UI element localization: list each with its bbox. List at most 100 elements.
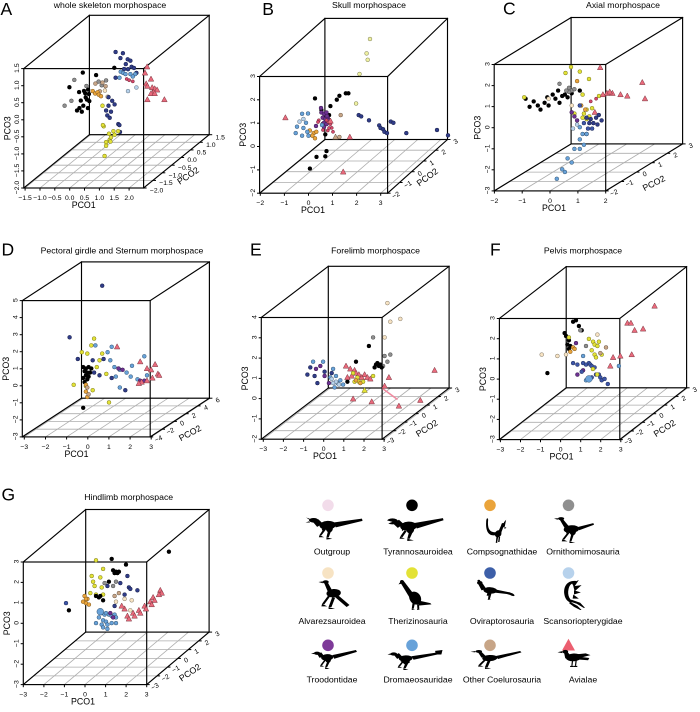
- svg-text:F: F: [490, 240, 501, 260]
- svg-text:Outgroup: Outgroup: [314, 547, 350, 557]
- svg-text:0: 0: [252, 396, 259, 400]
- svg-text:−2: −2: [397, 428, 407, 438]
- svg-text:1: 1: [104, 692, 108, 699]
- svg-text:−1: −1: [252, 414, 259, 422]
- svg-text:0: 0: [307, 200, 311, 207]
- svg-text:3: 3: [379, 200, 383, 207]
- svg-text:3: 3: [619, 447, 623, 454]
- svg-text:0: 0: [485, 125, 492, 129]
- svg-text:−1: −1: [281, 200, 289, 207]
- svg-text:Dromaeosauridae: Dromaeosauridae: [383, 675, 452, 685]
- svg-text:−1: −1: [250, 165, 257, 173]
- svg-text:0.0: 0.0: [65, 195, 75, 202]
- svg-text:Hindlimb morphospace: Hindlimb morphospace: [84, 492, 173, 502]
- svg-text:−1: −1: [13, 398, 20, 406]
- svg-text:1: 1: [342, 446, 346, 453]
- svg-text:3: 3: [688, 142, 694, 150]
- svg-text:1: 1: [490, 356, 497, 360]
- svg-text:−1: −1: [490, 395, 497, 403]
- svg-text:−2: −2: [252, 435, 259, 443]
- svg-text:2: 2: [362, 446, 366, 453]
- svg-text:−1: −1: [646, 420, 656, 430]
- svg-text:0.0: 0.0: [187, 157, 197, 164]
- svg-text:−2.0: −2.0: [150, 188, 164, 195]
- svg-text:0: 0: [548, 198, 552, 205]
- svg-text:2: 2: [13, 349, 20, 353]
- svg-text:−2: −2: [491, 198, 499, 205]
- svg-text:Ornithomimosauria: Ornithomimosauria: [546, 547, 620, 557]
- svg-text:0: 0: [417, 170, 424, 178]
- svg-text:PCO1: PCO1: [301, 205, 325, 215]
- svg-text:1.5: 1.5: [109, 195, 119, 202]
- svg-text:Compsognathidae: Compsognathidae: [467, 547, 538, 557]
- svg-text:2: 2: [355, 200, 359, 207]
- svg-text:0: 0: [322, 446, 326, 453]
- svg-text:−2: −2: [250, 189, 257, 197]
- svg-text:−1: −1: [403, 180, 413, 190]
- svg-text:1.5: 1.5: [216, 134, 226, 141]
- svg-text:2: 2: [490, 336, 497, 340]
- svg-text:1: 1: [107, 444, 111, 451]
- svg-text:PCO1: PCO1: [542, 203, 566, 213]
- svg-text:PCO3: PCO3: [240, 366, 250, 390]
- svg-text:2: 2: [204, 639, 211, 647]
- svg-text:2: 2: [673, 152, 679, 160]
- svg-text:4: 4: [203, 404, 209, 412]
- svg-text:0: 0: [14, 621, 21, 625]
- svg-text:Skull morphospace: Skull morphospace: [332, 0, 406, 10]
- svg-text:PCO1: PCO1: [313, 451, 337, 461]
- svg-text:PCO1: PCO1: [72, 200, 96, 210]
- svg-text:1: 1: [250, 121, 257, 125]
- svg-text:−2: −2: [40, 692, 48, 699]
- svg-text:Forelimb morphospace: Forelimb morphospace: [331, 246, 420, 256]
- svg-text:PCO1: PCO1: [550, 452, 574, 462]
- svg-text:−3: −3: [497, 447, 505, 454]
- svg-text:−1: −1: [537, 447, 545, 454]
- svg-text:−1: −1: [485, 144, 492, 152]
- svg-text:−3: −3: [623, 437, 633, 447]
- svg-text:−3: −3: [19, 692, 27, 699]
- svg-text:−1.0: −1.0: [169, 172, 183, 179]
- svg-text:0: 0: [490, 376, 497, 380]
- svg-text:3: 3: [453, 138, 460, 146]
- svg-text:−1: −1: [63, 444, 71, 451]
- svg-text:D: D: [2, 240, 15, 260]
- svg-text:0: 0: [421, 412, 428, 420]
- svg-text:−1.0: −1.0: [33, 195, 47, 202]
- svg-text:−3: −3: [150, 682, 160, 692]
- svg-text:1.0: 1.0: [95, 195, 105, 202]
- svg-text:PCO3: PCO3: [1, 357, 11, 381]
- svg-text:PCO3: PCO3: [473, 116, 483, 140]
- svg-text:−2: −2: [42, 444, 50, 451]
- svg-text:0.5: 0.5: [80, 195, 90, 202]
- svg-text:2: 2: [485, 83, 492, 87]
- svg-text:−3: −3: [386, 437, 396, 447]
- svg-text:4: 4: [252, 315, 259, 319]
- svg-text:−3: −3: [490, 435, 497, 443]
- svg-text:−2: −2: [256, 200, 264, 207]
- svg-text:3: 3: [485, 62, 492, 66]
- svg-text:Therizinosauria: Therizinosauria: [388, 616, 448, 626]
- svg-text:PCO3: PCO3: [238, 123, 248, 147]
- svg-text:−2: −2: [485, 165, 492, 173]
- svg-text:1: 1: [13, 366, 20, 370]
- svg-text:Alvarezsauroidea: Alvarezsauroidea: [298, 616, 365, 626]
- svg-text:−3: −3: [20, 444, 28, 451]
- svg-text:Troodontidae: Troodontidae: [307, 675, 358, 685]
- svg-text:Tyrannosauroidea: Tyrannosauroidea: [383, 547, 453, 557]
- svg-text:−3: −3: [14, 680, 21, 688]
- svg-text:PCO3: PCO3: [2, 116, 12, 140]
- svg-text:−2: −2: [609, 189, 619, 198]
- svg-text:3: 3: [490, 316, 497, 320]
- svg-text:0.5: 0.5: [14, 97, 21, 107]
- svg-text:PCO3: PCO3: [478, 367, 488, 391]
- svg-text:A: A: [1, 0, 13, 19]
- svg-text:−3: −3: [485, 186, 492, 194]
- svg-text:3: 3: [692, 386, 699, 394]
- svg-text:−0.5: −0.5: [14, 129, 21, 143]
- svg-text:1: 1: [14, 600, 21, 604]
- svg-text:2: 2: [604, 198, 608, 205]
- svg-text:−2: −2: [280, 446, 288, 453]
- svg-text:2: 2: [191, 412, 197, 420]
- svg-text:−1: −1: [300, 446, 308, 453]
